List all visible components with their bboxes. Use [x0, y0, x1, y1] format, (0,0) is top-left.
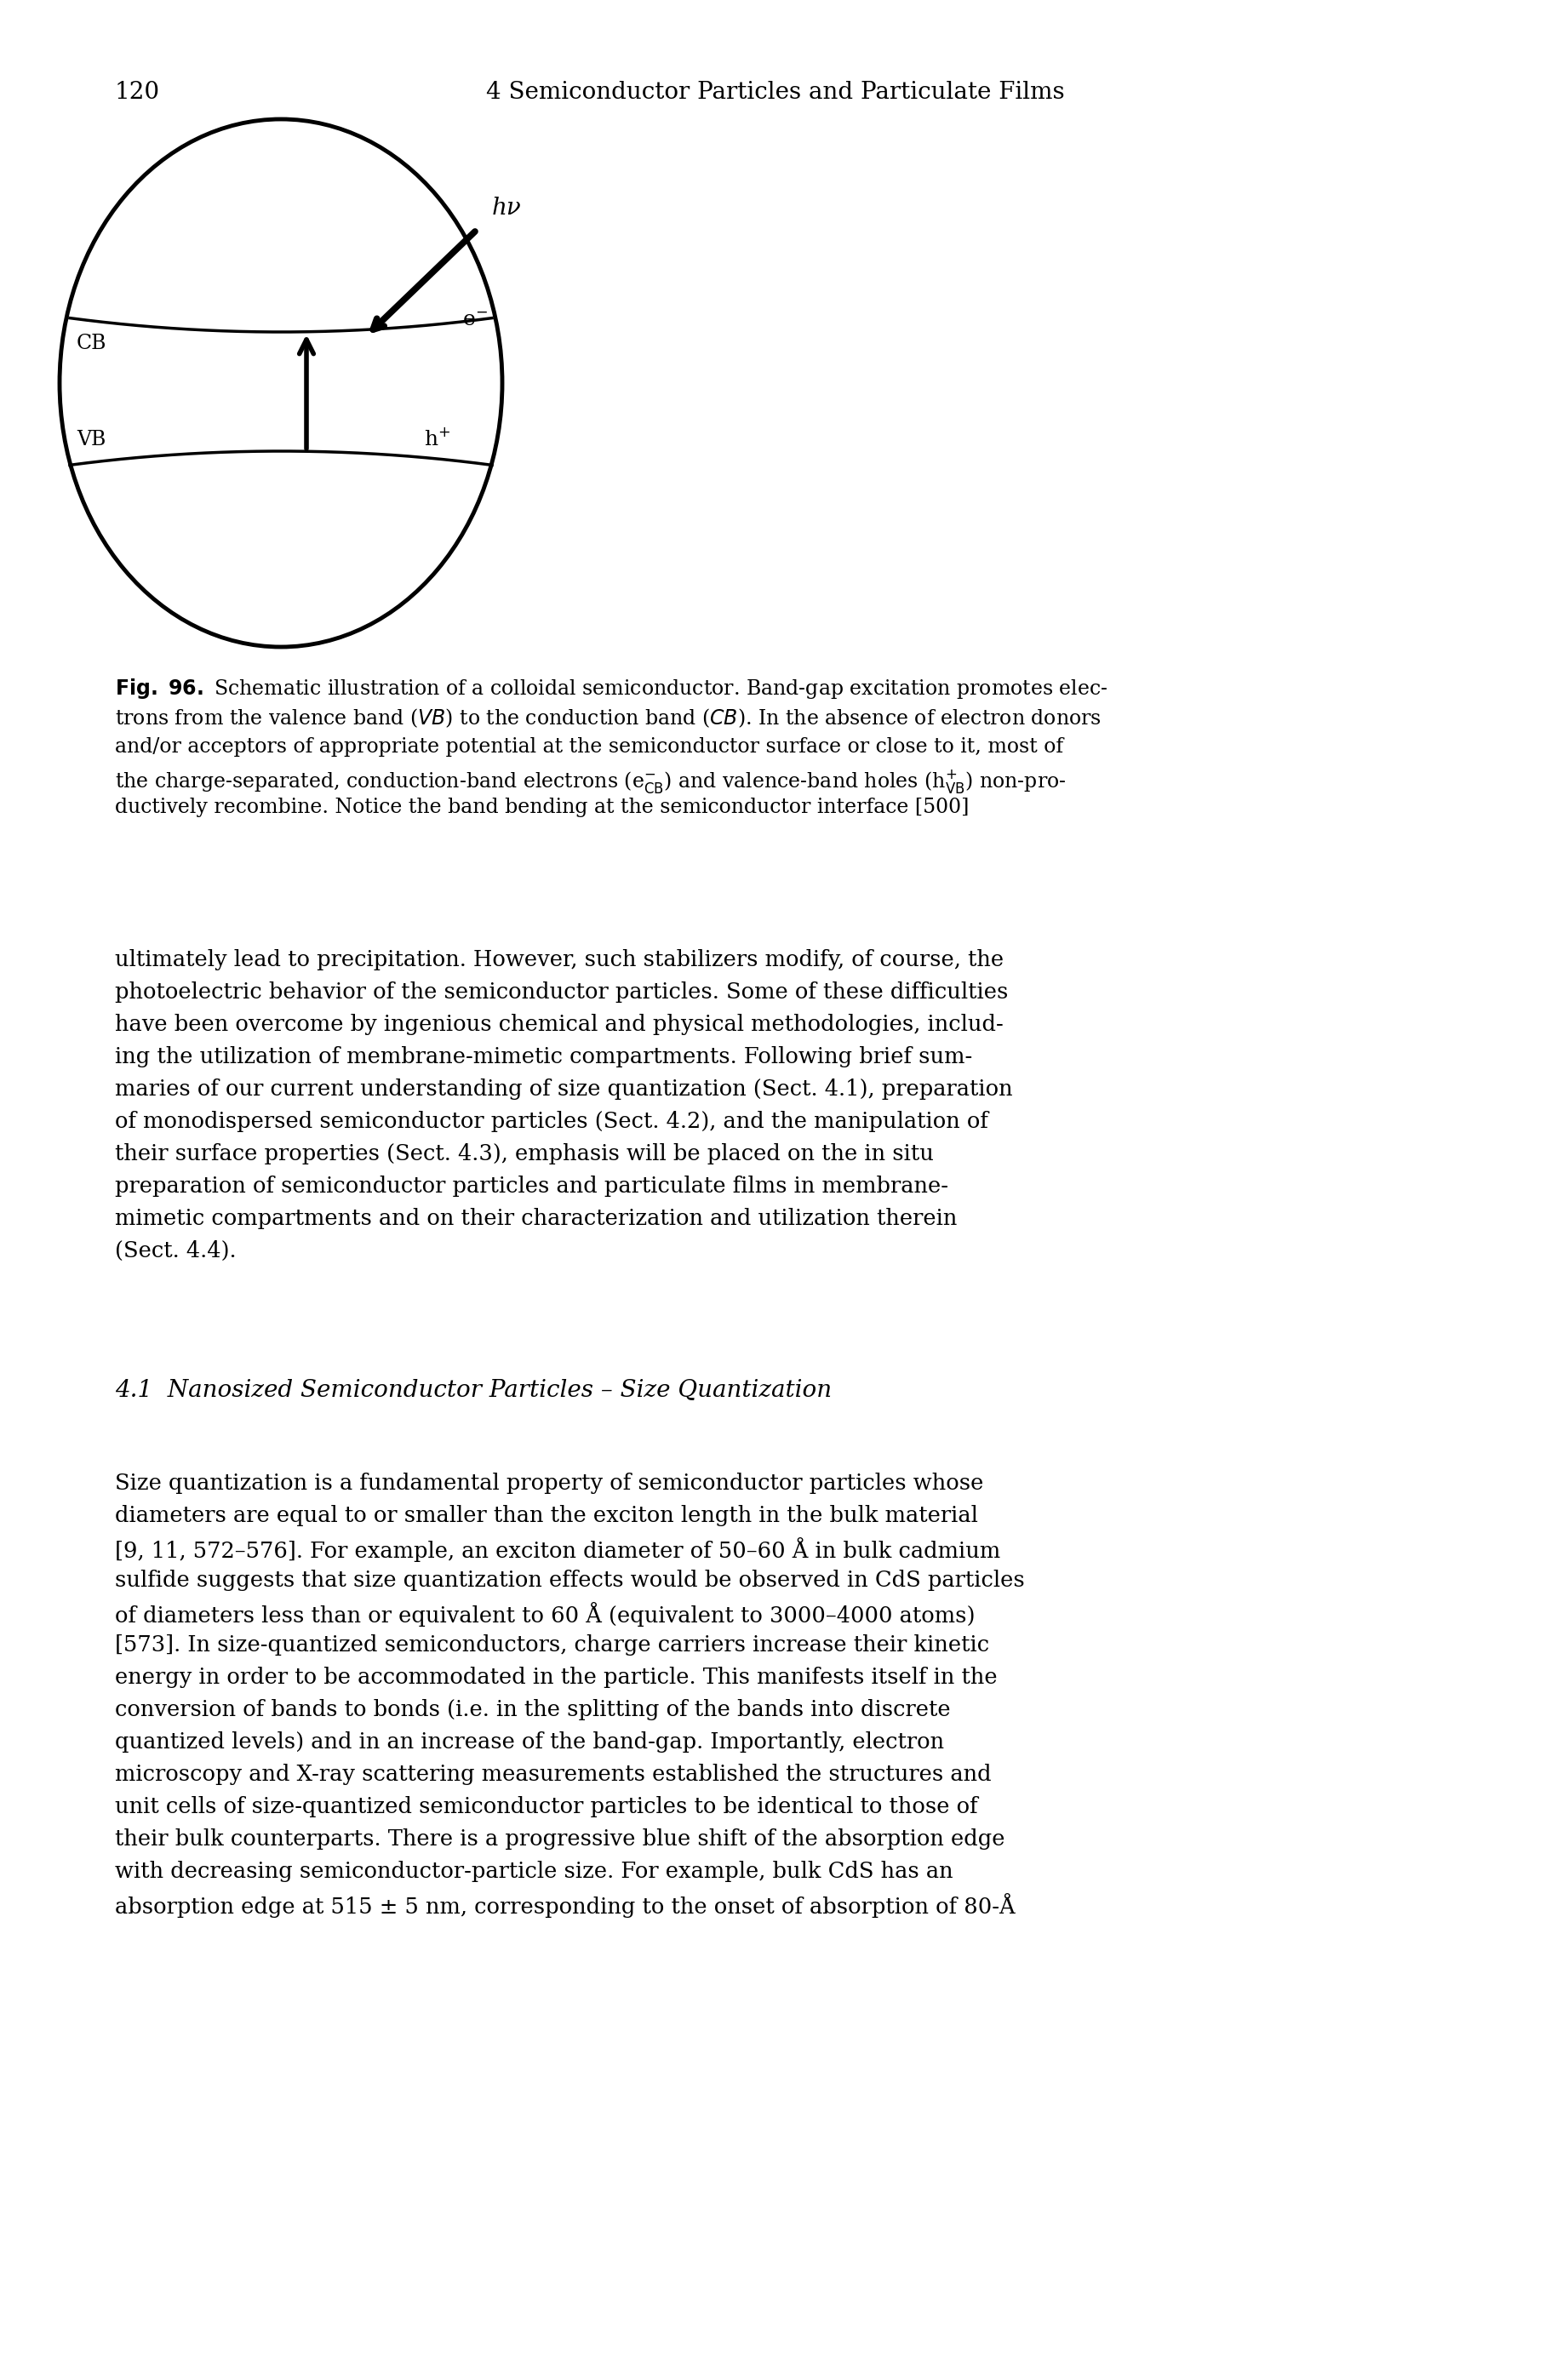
Text: h$^{+}$: h$^{+}$	[423, 428, 450, 450]
Text: [9, 11, 572–576]. For example, an exciton diameter of 50–60 Å in bulk cadmium: [9, 11, 572–576]. For example, an excito…	[115, 1537, 1000, 1561]
Text: $\mathbf{Fig.\ 96.}$ Schematic illustration of a colloidal semiconductor. Band-g: $\mathbf{Fig.\ 96.}$ Schematic illustrat…	[115, 676, 1107, 700]
Text: maries of our current understanding of size quantization (Sect. 4.1), preparatio: maries of our current understanding of s…	[115, 1078, 1013, 1100]
Text: sulfide suggests that size quantization effects would be observed in CdS particl: sulfide suggests that size quantization …	[115, 1568, 1025, 1590]
Text: and/or acceptors of appropriate potential at the semiconductor surface or close : and/or acceptors of appropriate potentia…	[115, 738, 1064, 757]
Text: (Sect. 4.4).: (Sect. 4.4).	[115, 1240, 236, 1261]
Text: e$^{-}$: e$^{-}$	[462, 312, 487, 331]
Text: their surface properties (Sect. 4.3), emphasis will be placed on the in situ: their surface properties (Sect. 4.3), em…	[115, 1142, 934, 1164]
Text: CB: CB	[76, 333, 107, 352]
Text: diameters are equal to or smaller than the exciton length in the bulk material: diameters are equal to or smaller than t…	[115, 1504, 979, 1526]
Text: Size quantization is a fundamental property of semiconductor particles whose: Size quantization is a fundamental prope…	[115, 1473, 983, 1495]
Text: unit cells of size-quantized semiconductor particles to be identical to those of: unit cells of size-quantized semiconduct…	[115, 1797, 977, 1816]
Text: with decreasing semiconductor-particle size. For example, bulk CdS has an: with decreasing semiconductor-particle s…	[115, 1861, 954, 1883]
Text: mimetic compartments and on their characterization and utilization therein: mimetic compartments and on their charac…	[115, 1207, 957, 1228]
Text: energy in order to be accommodated in the particle. This manifests itself in the: energy in order to be accommodated in th…	[115, 1666, 997, 1687]
Text: preparation of semiconductor particles and particulate films in membrane-: preparation of semiconductor particles a…	[115, 1176, 948, 1197]
Text: of diameters less than or equivalent to 60 Å (equivalent to 3000–4000 atoms): of diameters less than or equivalent to …	[115, 1602, 976, 1626]
Text: have been overcome by ingenious chemical and physical methodologies, includ-: have been overcome by ingenious chemical…	[115, 1014, 1003, 1035]
Text: [573]. In size-quantized semiconductors, charge carriers increase their kinetic: [573]. In size-quantized semiconductors,…	[115, 1635, 990, 1656]
Text: quantized levels) and in an increase of the band-gap. Importantly, electron: quantized levels) and in an increase of …	[115, 1730, 945, 1752]
Text: conversion of bands to bonds (i.e. in the splitting of the bands into discrete: conversion of bands to bonds (i.e. in th…	[115, 1699, 951, 1721]
Text: ultimately lead to precipitation. However, such stabilizers modify, of course, t: ultimately lead to precipitation. Howeve…	[115, 950, 1003, 971]
Text: their bulk counterparts. There is a progressive blue shift of the absorption edg: their bulk counterparts. There is a prog…	[115, 1828, 1005, 1849]
Text: ductively recombine. Notice the band bending at the semiconductor interface [500: ductively recombine. Notice the band ben…	[115, 797, 969, 816]
Text: absorption edge at 515 ± 5 nm, corresponding to the onset of absorption of 80-Å: absorption edge at 515 ± 5 nm, correspon…	[115, 1892, 1016, 1918]
Text: 4.1  Nanosized Semiconductor Particles – Size Quantization: 4.1 Nanosized Semiconductor Particles – …	[115, 1378, 831, 1402]
Text: VB: VB	[76, 431, 105, 450]
Text: the charge-separated, conduction-band electrons (e$^{-}_{\mathrm{CB}}$) and vale: the charge-separated, conduction-band el…	[115, 769, 1066, 795]
Text: ing the utilization of membrane-mimetic compartments. Following brief sum-: ing the utilization of membrane-mimetic …	[115, 1047, 972, 1066]
Text: hν: hν	[492, 198, 521, 219]
Text: of monodispersed semiconductor particles (Sect. 4.2), and the manipulation of: of monodispersed semiconductor particles…	[115, 1111, 988, 1133]
Text: 120: 120	[115, 81, 160, 105]
Text: 4 Semiconductor Particles and Particulate Films: 4 Semiconductor Particles and Particulat…	[485, 81, 1066, 105]
Text: microscopy and X-ray scattering measurements established the structures and: microscopy and X-ray scattering measurem…	[115, 1764, 991, 1785]
Text: photoelectric behavior of the semiconductor particles. Some of these difficultie: photoelectric behavior of the semiconduc…	[115, 981, 1008, 1002]
Text: trons from the valence band ($\mathit{VB}$) to the conduction band ($\mathit{CB}: trons from the valence band ($\mathit{VB…	[115, 707, 1101, 731]
